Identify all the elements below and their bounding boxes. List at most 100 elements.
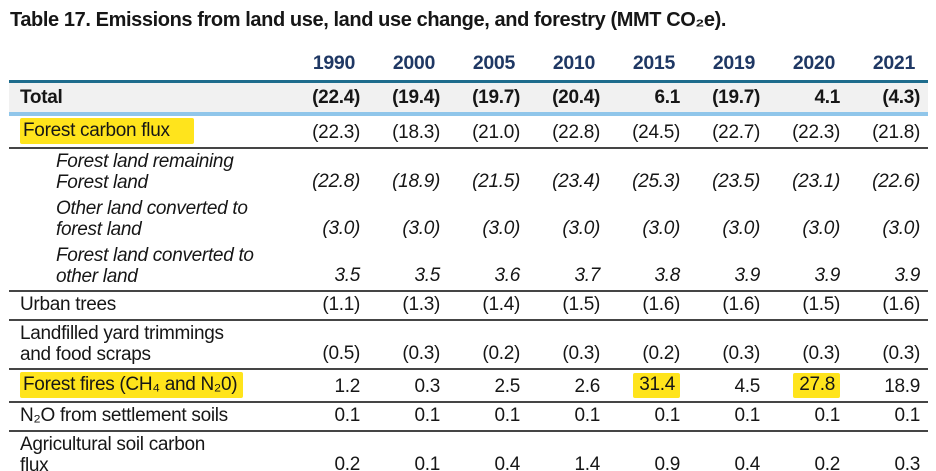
cell-value: 1.2 xyxy=(288,369,368,403)
cell-value: (3.0) xyxy=(722,218,760,239)
cell-value: (3.0) xyxy=(402,218,440,239)
row-label: Forest fires (CH₄ and N₂0) xyxy=(9,369,288,403)
cell-value: (1.6) xyxy=(848,291,928,321)
cell-value: (20.4) xyxy=(528,81,608,116)
cell-value: (25.3) xyxy=(632,171,680,192)
row-label: Landfilled yard trimmings and food scrap… xyxy=(9,320,288,370)
cell-value: 0.1 xyxy=(368,431,448,471)
highlighted-label: Forest carbon flux xyxy=(20,118,194,144)
row-label: Urban trees xyxy=(9,291,288,321)
table-row: Other land converted to forest land (3.0… xyxy=(9,196,928,243)
row-label: Other land converted to forest land xyxy=(56,198,248,240)
column-header-year: 2010 xyxy=(528,52,608,83)
cell-value: 18.9 xyxy=(848,369,928,403)
cell-value: (3.0) xyxy=(642,218,680,239)
cell-value: 3.5 xyxy=(288,243,368,292)
cell-value: (23.1) xyxy=(792,171,840,192)
cell-value: (3.0) xyxy=(802,218,840,239)
table-row: Total (22.4) (19.4) (19.7) (20.4) 6.1 (1… xyxy=(9,81,928,116)
cell-value: 0.4 xyxy=(688,431,768,471)
cell-value: (3.0) xyxy=(482,218,520,239)
cell-value: 2.6 xyxy=(528,369,608,403)
cell-value: (1.1) xyxy=(288,291,368,321)
cell-value: (0.2) xyxy=(448,320,528,370)
cell-value: (19.7) xyxy=(448,81,528,116)
cell-value: (0.3) xyxy=(368,320,448,370)
cell-value: (22.8) xyxy=(528,114,608,149)
table-row: Forest carbon flux (22.3) (18.3) (21.0) … xyxy=(9,114,928,149)
cell-value: 0.1 xyxy=(688,402,768,432)
row-label: Agricultural soil carbon flux xyxy=(9,431,288,471)
cell-value: (1.3) xyxy=(368,291,448,321)
cell-value: (24.5) xyxy=(608,114,688,149)
cell-value: (0.3) xyxy=(768,320,848,370)
row-label: Forest carbon flux xyxy=(9,114,288,149)
cell-value: (22.3) xyxy=(288,114,368,149)
cell-value: 0.2 xyxy=(768,431,848,471)
cell-value: 6.1 xyxy=(608,81,688,116)
cell-value: (18.9) xyxy=(392,171,440,192)
cell-value: 31.4 xyxy=(608,369,688,403)
cell-value: (1.4) xyxy=(448,291,528,321)
cell-value: 3.9 xyxy=(768,243,848,292)
table-title: Table 17. Emissions from land use, land … xyxy=(10,9,727,31)
column-header-year: 2015 xyxy=(608,52,688,83)
table-row: Urban trees (1.1) (1.3) (1.4) (1.5) (1.6… xyxy=(9,291,928,321)
column-header-year: 2020 xyxy=(768,52,848,83)
cell-value: (3.0) xyxy=(882,218,920,239)
header-spacer xyxy=(9,52,288,83)
column-header-year: 2021 xyxy=(848,52,928,83)
cell-value: 2.5 xyxy=(448,369,528,403)
column-header-year: 2019 xyxy=(688,52,768,83)
table-row: Forest land converted to other land 3.5 … xyxy=(9,243,928,292)
cell-value: 0.3 xyxy=(368,369,448,403)
cell-value: 1.4 xyxy=(528,431,608,471)
cell-value: 0.9 xyxy=(608,431,688,471)
cell-value: 3.9 xyxy=(688,243,768,292)
table-row: Landfilled yard trimmings and food scrap… xyxy=(9,320,928,370)
column-header-year: 2000 xyxy=(368,52,448,83)
cell-value: 4.5 xyxy=(688,369,768,403)
cell-value: 3.8 xyxy=(608,243,688,292)
cell-value: (1.6) xyxy=(608,291,688,321)
cell-value: (0.3) xyxy=(688,320,768,370)
cell-value: 27.8 xyxy=(768,369,848,403)
cell-value: (0.3) xyxy=(528,320,608,370)
highlighted-value: 31.4 xyxy=(633,373,680,398)
cell-value: 3.6 xyxy=(448,243,528,292)
cell-value: 4.1 xyxy=(768,81,848,116)
year-header-row: 1990 2000 2005 2010 2015 2019 2020 2021 xyxy=(9,52,928,83)
cell-value: (0.3) xyxy=(848,320,928,370)
cell-value: (3.0) xyxy=(562,218,600,239)
cell-value: (21.0) xyxy=(448,114,528,149)
cell-value: (19.7) xyxy=(688,81,768,116)
cell-value: 0.1 xyxy=(768,402,848,432)
column-header-year: 1990 xyxy=(288,52,368,83)
cell-value: 3.7 xyxy=(528,243,608,292)
column-header-year: 2005 xyxy=(448,52,528,83)
highlighted-label: Forest fires (CH₄ and N₂0) xyxy=(20,372,244,398)
cell-value: 0.1 xyxy=(368,402,448,432)
cell-value: (0.2) xyxy=(608,320,688,370)
cell-value: 0.3 xyxy=(848,431,928,471)
cell-value: (1.5) xyxy=(768,291,848,321)
cell-value: 0.1 xyxy=(848,402,928,432)
row-label: Total xyxy=(9,81,288,116)
table-row: Forest fires (CH₄ and N₂0) 1.2 0.3 2.5 2… xyxy=(9,369,928,403)
cell-value: 3.9 xyxy=(848,243,928,292)
cell-value: (21.8) xyxy=(848,114,928,149)
cell-value: (1.6) xyxy=(688,291,768,321)
cell-value: 0.1 xyxy=(528,402,608,432)
cell-value: 0.1 xyxy=(608,402,688,432)
row-label: N₂O from settlement soils xyxy=(9,402,288,432)
cell-value: (22.3) xyxy=(768,114,848,149)
table-row: Agricultural soil carbon flux 0.2 0.1 0.… xyxy=(9,431,928,471)
cell-value: 0.2 xyxy=(288,431,368,471)
cell-value: (23.4) xyxy=(552,171,600,192)
cell-value: (19.4) xyxy=(368,81,448,116)
cell-value: 3.5 xyxy=(368,243,448,292)
cell-value: (22.8) xyxy=(312,171,360,192)
highlighted-value: 27.8 xyxy=(793,373,840,398)
table-row: Forest land remaining Forest land (22.8)… xyxy=(9,148,928,196)
cell-value: 0.4 xyxy=(448,431,528,471)
